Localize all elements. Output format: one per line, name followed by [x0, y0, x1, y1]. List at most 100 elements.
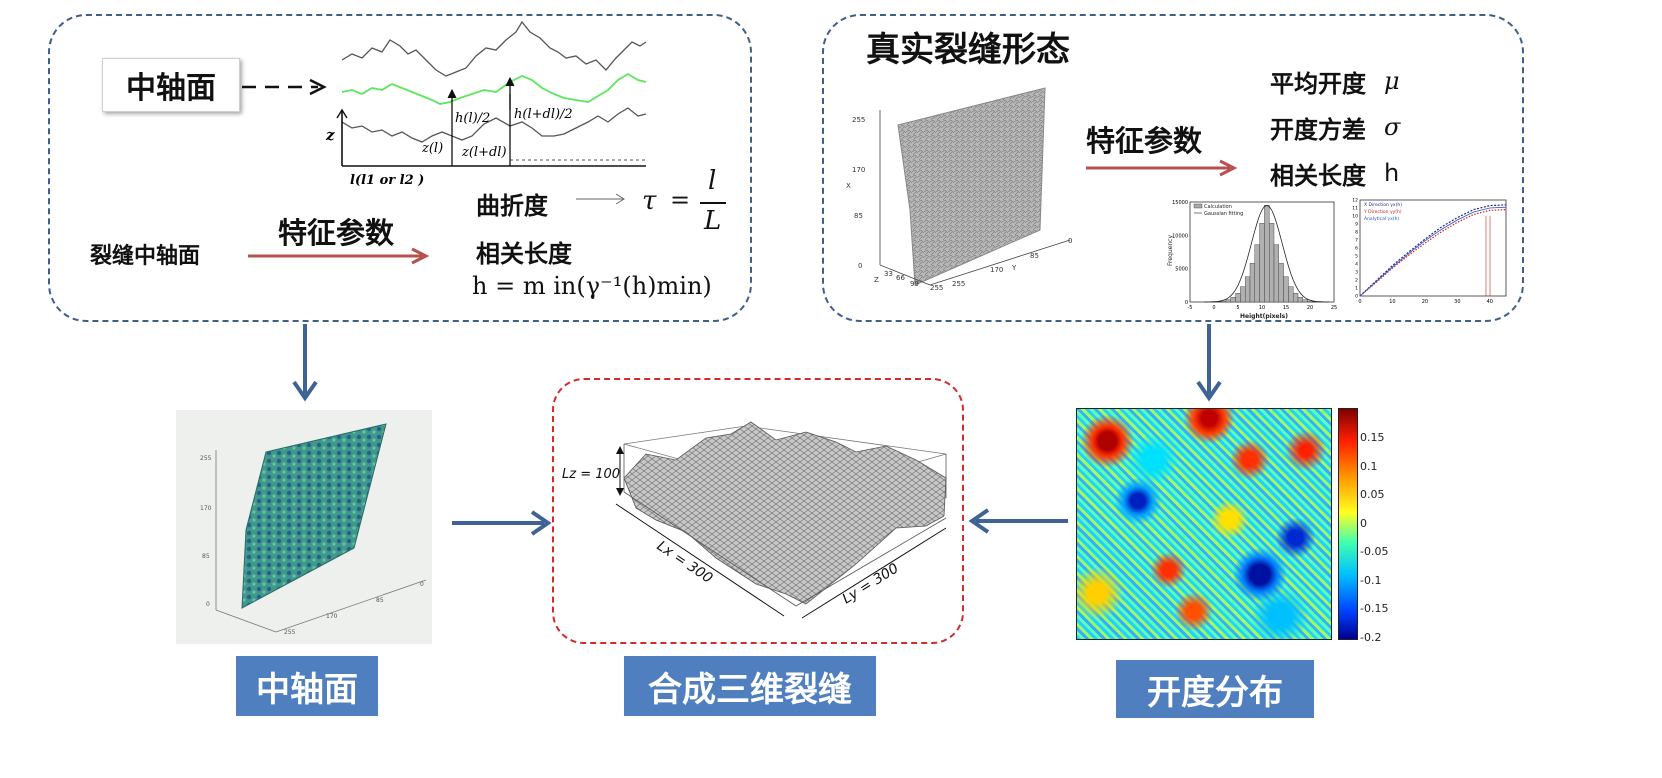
hist-xtick: -5 [1188, 305, 1193, 311]
down-arrow-left [292, 324, 318, 402]
vario-ytick: 6 [1355, 246, 1358, 252]
histogram-bar [1249, 263, 1255, 303]
cb-tick: -0.1 [1360, 573, 1382, 587]
hist-legend-calc: Calculation [1204, 204, 1232, 210]
right-red-arrow [1086, 159, 1238, 177]
hist-xtick: 5 [1236, 305, 1239, 311]
bottom-profile-curve [341, 107, 647, 143]
h-l-label: h(l)/2 [455, 111, 490, 126]
vario-legend-a: Analytical γx(h) [1364, 216, 1399, 222]
hist-legend-fit: Gaussian fitting [1204, 211, 1243, 217]
surface-tick-y3: 170 [990, 266, 1003, 274]
histogram-bar [1273, 244, 1280, 303]
left-red-arrow [248, 247, 430, 265]
right-arrow-to-center [452, 510, 552, 536]
equals-sign: = [670, 186, 691, 214]
histogram-bar [1278, 263, 1284, 303]
l-axis-label: l(l1 or l2 ) [350, 173, 424, 188]
param-label-mean: 平均开度 [1270, 69, 1366, 98]
vario-ytick: 7 [1355, 238, 1358, 244]
vario-ytick: 12 [1352, 198, 1358, 204]
midplane-tick-y1: 0 [420, 581, 424, 588]
histogram-bar [1221, 300, 1227, 303]
fracture-surface [623, 421, 947, 605]
surface-tick-z3: 99 [910, 280, 919, 288]
vario-ytick: 11 [1352, 206, 1358, 212]
hist-xtick: 25 [1331, 305, 1337, 311]
profile-curves-diagram: z h(l)/2 h(l+dl)/2 z(l) z(l+dl) l(l1 or … [242, 20, 647, 188]
h-l-dl-label: h(l+dl)/2 [514, 107, 573, 122]
thin-arrow [576, 193, 625, 205]
histogram-bar [1307, 300, 1313, 303]
surface-tick-z4: 255 [930, 284, 943, 292]
surface-axis-y: Y [1011, 264, 1017, 272]
histogram-bar [1235, 293, 1241, 303]
bottom-label-aperture: 开度分布 [1116, 660, 1314, 718]
vario-ytick: 3 [1355, 270, 1358, 276]
variogram-series-line [1359, 206, 1507, 297]
z-l-dl-label: z(l+dl) [461, 145, 507, 160]
surface-tick-x2: 170 [852, 166, 865, 174]
midplane-tick-x1: 255 [200, 455, 212, 462]
vario-xtick: 40 [1487, 299, 1493, 305]
histogram-bar [1225, 299, 1231, 303]
histogram-bar [1302, 299, 1308, 303]
real-fracture-surface: 255 170 85 0 X 0 85 170 255 Y 33 66 99 2… [846, 87, 1072, 292]
fraction-denominator: L [704, 206, 722, 236]
hist-ytick: 5000 [1175, 267, 1188, 273]
cb-tick: -0.05 [1360, 545, 1389, 558]
top-profile-curve [341, 20, 647, 77]
cb-tick: -0.15 [1360, 602, 1389, 615]
right-feature-label: 特征参数 [1086, 124, 1203, 158]
midplane-tick-y4: 255 [284, 629, 296, 636]
param-symbol-mu: μ [1384, 67, 1400, 95]
left-source-label: 裂缝中轴面 [90, 244, 201, 269]
bottom-label-synthetic: 合成三维裂缝 [624, 656, 876, 716]
histogram-bar [1268, 223, 1275, 303]
right-panel [822, 14, 1524, 322]
left-feature-label: 特征参数 [278, 216, 395, 250]
midplane-tick-x4: 0 [206, 601, 210, 608]
mid-profile-curve [341, 72, 647, 105]
tau-symbol: τ [642, 186, 657, 216]
variogram-chart: X Direction γx(h) Y Direction γy(h) Anal… [1352, 198, 1507, 305]
histogram-chart: Calculation Gaussian fitting Frequency H… [1167, 200, 1337, 320]
hist-ytick: 10000 [1172, 233, 1188, 239]
param-row-corr: 相关长度 h [1270, 150, 1400, 196]
surface-tick-y1: 0 [1068, 237, 1072, 245]
vario-ytick: 10 [1352, 214, 1358, 220]
param-row-variance: 开度方差 σ [1270, 104, 1400, 150]
surface-tick-y4: 255 [952, 280, 965, 288]
colorbar-ticks: 0.15 0.1 0.05 0 -0.05 -0.1 -0.15 -0.2 [1360, 424, 1388, 652]
lz-label: Lz = 100 [562, 467, 620, 482]
vario-legend-y: Y Direction γy(h) [1363, 209, 1402, 215]
histogram-bar [1240, 286, 1246, 303]
vario-ytick: 8 [1355, 230, 1358, 236]
surface-tick-z2: 66 [896, 274, 905, 282]
param-list: 平均开度 μ 开度方差 σ 相关长度 h [1270, 58, 1400, 196]
z-l-label: z(l) [421, 141, 443, 156]
colorbar [1338, 408, 1358, 640]
param-symbol-h: h [1384, 159, 1400, 187]
left-panel [48, 14, 752, 322]
histogram-bar [1283, 276, 1289, 303]
hist-ylabel: Frequency [1167, 235, 1174, 266]
cb-tick: -0.2 [1360, 630, 1382, 644]
histogram-bar [1264, 205, 1270, 303]
param-label-variance: 开度方差 [1270, 115, 1366, 144]
cb-tick: 0.15 [1360, 431, 1385, 444]
histogram-bar [1288, 286, 1294, 303]
midplane-image: 255 170 85 0 0 85 170 255 [176, 410, 432, 644]
center-panel [552, 378, 964, 644]
vario-legend-x: X Direction γx(h) [1364, 202, 1402, 208]
surface-tick-y2: 85 [1030, 252, 1039, 260]
surface-tick-z1: 33 [884, 270, 893, 278]
fraction-bar [700, 202, 726, 204]
midplane-label-box: 中轴面 [102, 58, 240, 112]
variogram-series-line [1359, 204, 1507, 297]
surface-axis-x: X [846, 182, 851, 190]
left-arrow-to-center [968, 508, 1068, 534]
surface-tick-x1: 255 [852, 116, 865, 124]
midplane-surface [241, 423, 387, 609]
bottom-label-midplane: 中轴面 [236, 656, 378, 716]
